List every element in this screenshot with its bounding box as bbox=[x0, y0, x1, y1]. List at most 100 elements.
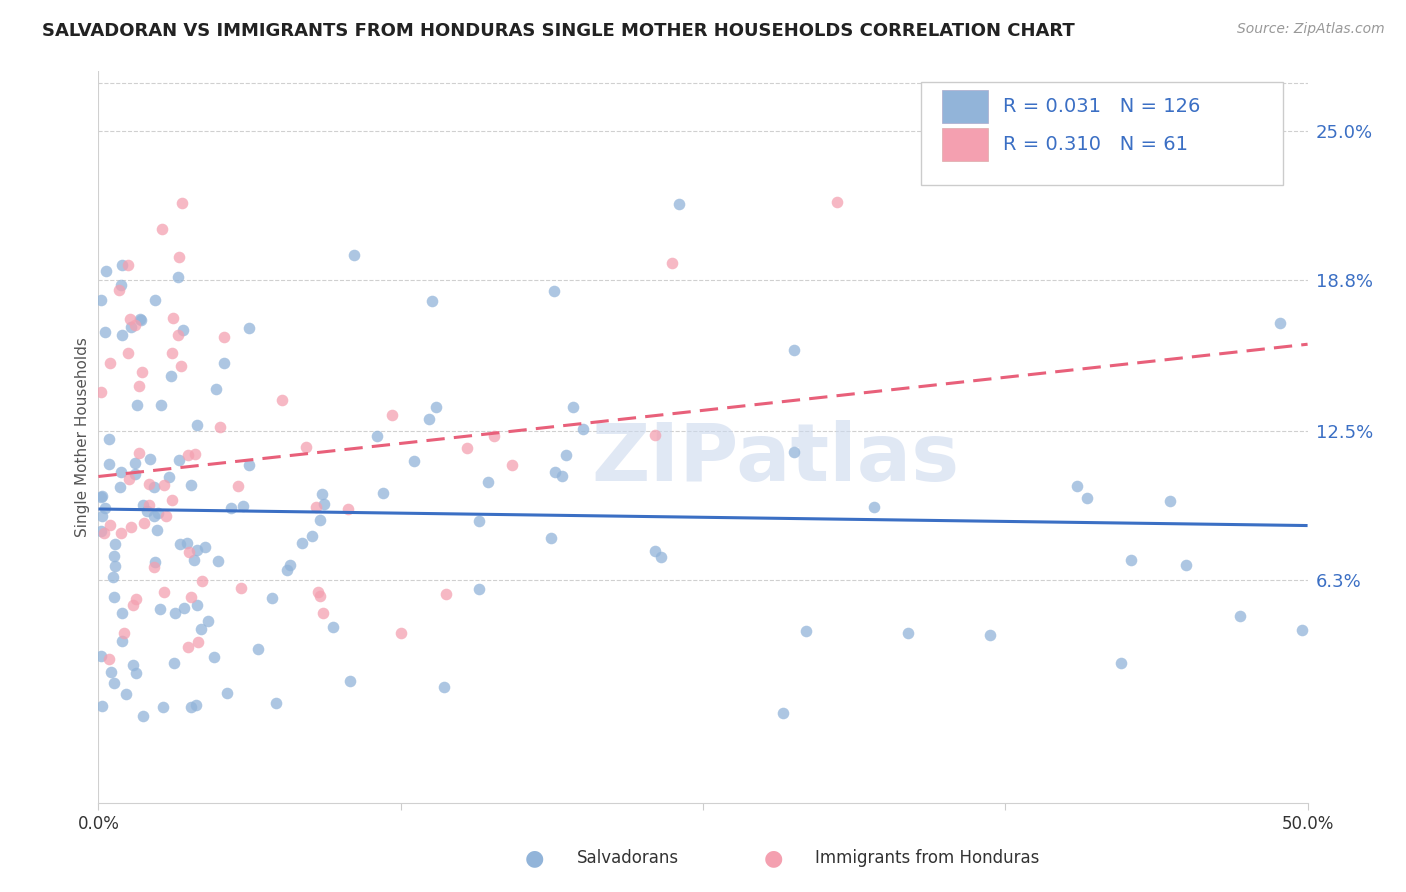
Point bbox=[322, 620, 344, 634]
Point bbox=[90, 385, 112, 400]
Point bbox=[205, 383, 228, 397]
Point bbox=[207, 554, 229, 568]
Point bbox=[979, 628, 1001, 642]
Point bbox=[226, 479, 249, 493]
FancyBboxPatch shape bbox=[921, 82, 1284, 185]
Point bbox=[91, 489, 114, 503]
Point bbox=[129, 311, 152, 326]
Point bbox=[783, 343, 806, 358]
Point bbox=[125, 591, 148, 606]
Point bbox=[238, 458, 260, 472]
Point bbox=[540, 531, 562, 545]
Point bbox=[194, 540, 217, 554]
Point bbox=[373, 486, 395, 500]
Point bbox=[115, 688, 138, 702]
Point bbox=[124, 467, 146, 482]
Point bbox=[170, 196, 193, 211]
Point bbox=[180, 478, 202, 492]
Point bbox=[543, 284, 565, 298]
Point bbox=[337, 502, 360, 516]
Point bbox=[1229, 609, 1251, 624]
Text: Source: ZipAtlas.com: Source: ZipAtlas.com bbox=[1237, 22, 1385, 37]
Point bbox=[150, 222, 173, 236]
Point bbox=[307, 585, 329, 599]
Point bbox=[180, 590, 202, 604]
Point bbox=[246, 642, 269, 657]
Point bbox=[91, 698, 114, 713]
Point bbox=[139, 452, 162, 467]
Point bbox=[107, 284, 129, 298]
Point bbox=[120, 312, 142, 326]
Point bbox=[468, 582, 491, 596]
Point bbox=[644, 543, 666, 558]
Point bbox=[183, 552, 205, 566]
Point bbox=[404, 454, 426, 468]
Point bbox=[176, 536, 198, 550]
Point bbox=[1268, 316, 1291, 330]
Point bbox=[98, 432, 121, 446]
Point bbox=[184, 447, 207, 461]
Point bbox=[167, 452, 190, 467]
Point bbox=[162, 311, 184, 326]
Point bbox=[260, 591, 283, 606]
Point bbox=[125, 666, 148, 681]
Point bbox=[120, 519, 142, 533]
Point bbox=[562, 400, 585, 414]
Point bbox=[644, 427, 666, 442]
Point bbox=[117, 472, 139, 486]
Point bbox=[94, 264, 117, 278]
Point bbox=[418, 412, 440, 426]
Point bbox=[172, 323, 194, 337]
Point bbox=[124, 318, 146, 333]
Point bbox=[132, 498, 155, 512]
Point bbox=[339, 673, 361, 688]
Point bbox=[1119, 552, 1142, 566]
Y-axis label: Single Mother Households: Single Mother Households bbox=[75, 337, 90, 537]
Point bbox=[202, 649, 225, 664]
Point bbox=[434, 587, 457, 601]
Text: Immigrants from Honduras: Immigrants from Honduras bbox=[815, 849, 1040, 867]
Point bbox=[311, 486, 333, 500]
Point bbox=[132, 709, 155, 723]
Point bbox=[572, 422, 595, 436]
Point bbox=[291, 536, 314, 550]
Point bbox=[110, 634, 132, 648]
Point bbox=[136, 504, 159, 518]
FancyBboxPatch shape bbox=[942, 90, 988, 123]
Point bbox=[420, 293, 443, 308]
Point bbox=[191, 574, 214, 588]
Point bbox=[312, 497, 335, 511]
Point bbox=[110, 277, 132, 292]
Point bbox=[163, 656, 186, 670]
Point bbox=[138, 498, 160, 512]
Point bbox=[103, 549, 125, 563]
Point bbox=[149, 398, 172, 412]
Point bbox=[110, 525, 132, 540]
Point bbox=[1174, 558, 1197, 572]
Point bbox=[173, 601, 195, 615]
Text: R = 0.031   N = 126: R = 0.031 N = 126 bbox=[1002, 97, 1201, 116]
Point bbox=[1076, 491, 1098, 505]
Point bbox=[128, 446, 150, 460]
Point bbox=[111, 606, 134, 620]
Point bbox=[456, 442, 478, 456]
Point bbox=[650, 549, 672, 564]
Point bbox=[103, 676, 125, 690]
Point bbox=[301, 529, 323, 543]
Point bbox=[157, 470, 180, 484]
Point bbox=[186, 417, 208, 432]
Point bbox=[1066, 479, 1088, 493]
Point bbox=[169, 359, 191, 373]
Point bbox=[276, 563, 298, 577]
Point bbox=[668, 197, 690, 211]
Point bbox=[190, 623, 212, 637]
Point bbox=[128, 379, 150, 393]
Point bbox=[661, 256, 683, 270]
Point bbox=[152, 699, 174, 714]
Point bbox=[91, 508, 114, 523]
Point bbox=[124, 456, 146, 470]
Point bbox=[1291, 623, 1313, 637]
Point bbox=[160, 492, 183, 507]
Text: Salvadorans: Salvadorans bbox=[576, 849, 679, 867]
Point bbox=[179, 545, 201, 559]
